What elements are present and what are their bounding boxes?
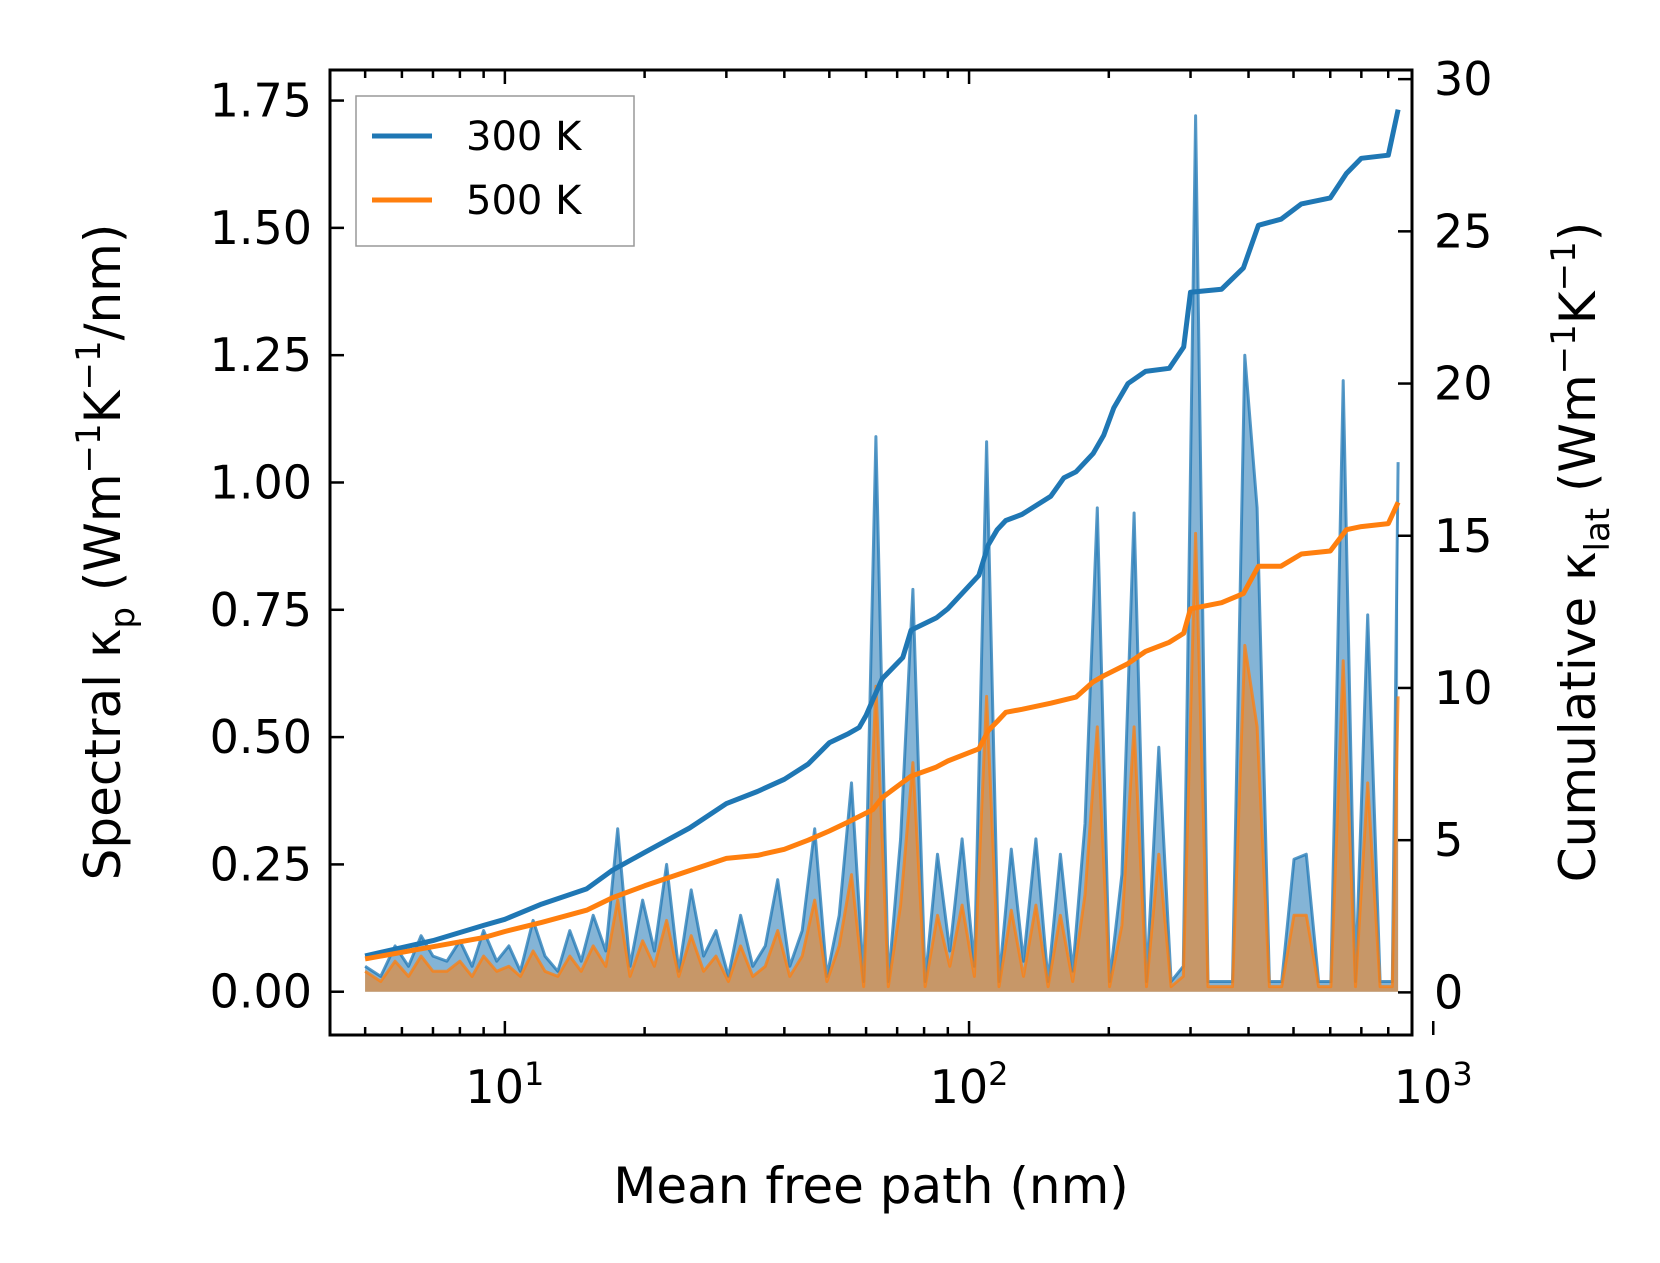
y-left-tick-label: 0.25 <box>210 837 312 891</box>
x-tick-label: 103 <box>1394 1055 1473 1114</box>
cumulative-layer <box>364 109 1401 962</box>
y-left-tick-label: 0.00 <box>210 965 312 1019</box>
x-tick-label: 102 <box>930 1055 1009 1114</box>
legend: 300 K 500 K <box>355 95 635 247</box>
y-right-tick-label: 0 <box>1434 965 1463 1019</box>
y-left-tick-label: 1.50 <box>210 201 312 255</box>
y-left-axis-title: Spectral κp (Wm−1K−1/nm) <box>69 224 143 881</box>
y-right-tick-label: 5 <box>1434 813 1463 867</box>
y-left-tick-label: 0.75 <box>210 583 312 637</box>
legend-label-500k: 500 K <box>466 178 583 224</box>
y-right-tick-label: 30 <box>1434 52 1493 106</box>
y-left-tick-label: 1.75 <box>210 74 312 128</box>
y-left-axis: 0.00 0.25 0.50 0.75 1.00 1.25 1.50 1.75 <box>210 74 344 1019</box>
y-right-axis: 0 5 10 15 20 25 30 <box>1398 52 1493 1019</box>
y-left-tick-label: 0.50 <box>210 710 312 764</box>
y-left-tick-label: 1.00 <box>210 455 312 509</box>
y-left-tick-label: 1.25 <box>210 328 312 382</box>
y-right-axis-title: Cumulative κlat (Wm−1K−1) <box>1544 222 1618 882</box>
legend-box <box>355 95 635 247</box>
y-right-tick-label: 15 <box>1434 509 1493 563</box>
legend-label-300k: 300 K <box>466 114 583 160</box>
x-axis: 101 102 103 <box>363 70 1473 1114</box>
spectral-line-500k <box>364 531 1400 989</box>
cumulative-line-500k <box>364 501 1401 962</box>
x-axis-title: Mean free path (nm) <box>613 1157 1129 1215</box>
spectral-layer <box>364 114 1400 992</box>
x-tick-label: 101 <box>465 1055 544 1114</box>
cumulative-line-300k <box>364 109 1401 959</box>
y-right-tick-label: 25 <box>1434 204 1493 258</box>
y-right-tick-label: 20 <box>1434 357 1493 411</box>
y-right-tick-label: 10 <box>1434 661 1493 715</box>
plot-frame <box>328 68 1414 1037</box>
